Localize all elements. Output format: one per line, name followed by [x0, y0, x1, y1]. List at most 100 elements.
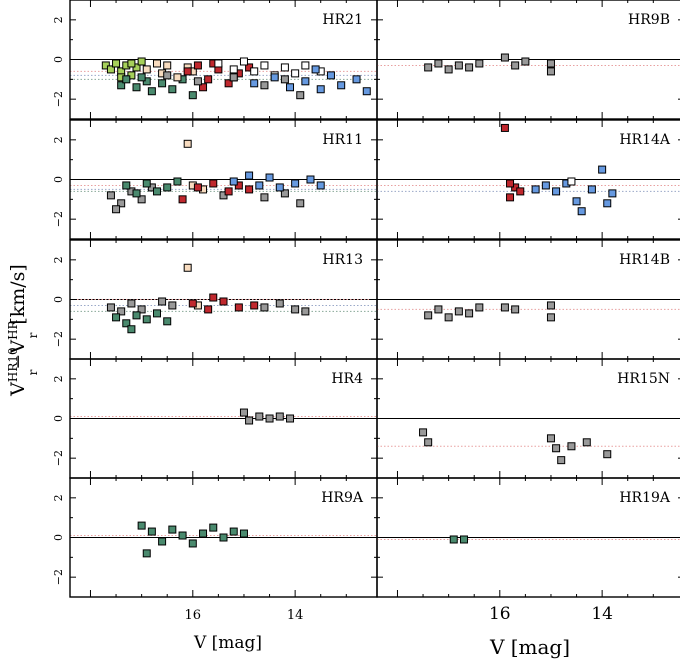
data-point	[434, 305, 443, 314]
y-axis-title-text: VHR10 r−VHR r[km/s]	[6, 264, 40, 397]
data-point	[106, 191, 115, 200]
panel-label: HR19A	[619, 490, 671, 506]
data-point	[122, 75, 131, 84]
y-tick-label: −2	[52, 91, 65, 107]
y-axis-title-part: r	[26, 332, 40, 338]
data-point	[316, 85, 325, 94]
y-tick-label: −2	[52, 211, 65, 227]
data-point	[142, 549, 151, 558]
panel-hr19a: HR19A 16 14	[376, 477, 680, 624]
data-point	[275, 183, 284, 192]
data-point	[260, 303, 269, 312]
y-axis-title-part: [km/s]	[7, 264, 29, 325]
data-point	[168, 301, 177, 310]
data-point	[301, 61, 310, 70]
data-point	[239, 57, 248, 66]
data-point	[122, 181, 131, 190]
data-point	[127, 59, 136, 68]
panel-label: HR14B	[619, 252, 670, 268]
data-point	[316, 181, 325, 190]
y-tick-label: 0	[52, 415, 65, 422]
data-point	[454, 307, 463, 316]
y-axis-title-part: V	[7, 382, 29, 397]
data-point	[280, 63, 289, 72]
data-point	[603, 450, 612, 459]
data-point	[245, 185, 254, 194]
y-tick-label: 0	[52, 176, 65, 183]
panel-hr4: HR4 2 0 −2	[52, 358, 378, 479]
data-point	[183, 67, 192, 76]
data-point	[163, 317, 172, 326]
data-point	[163, 183, 172, 192]
data-point	[311, 65, 320, 74]
data-point	[301, 77, 310, 86]
data-point	[598, 165, 607, 174]
data-point	[516, 187, 525, 196]
panel-label: HR15N	[617, 371, 670, 387]
data-point	[459, 535, 468, 544]
data-point	[286, 414, 295, 423]
data-point	[291, 69, 300, 78]
data-point	[209, 523, 218, 532]
data-point	[178, 531, 187, 540]
data-point	[117, 307, 126, 316]
data-point	[567, 442, 576, 451]
data-point	[204, 75, 213, 84]
data-point	[158, 297, 167, 306]
data-point	[106, 65, 115, 74]
data-point	[224, 187, 233, 196]
data-point	[531, 185, 540, 194]
data-point	[188, 299, 197, 308]
y-tick-label: 2	[52, 136, 65, 143]
data-point	[444, 313, 453, 322]
data-point	[152, 309, 161, 318]
data-point	[511, 305, 520, 314]
data-point	[265, 173, 274, 182]
data-point	[112, 59, 121, 68]
data-point	[552, 187, 561, 196]
data-point	[188, 539, 197, 548]
data-point	[127, 325, 136, 334]
data-point	[245, 171, 254, 180]
data-point	[152, 187, 161, 196]
data-point	[546, 301, 555, 310]
data-point	[147, 527, 156, 536]
y-tick-label: −2	[52, 569, 65, 585]
data-point	[296, 199, 305, 208]
data-point	[112, 205, 121, 214]
data-point	[137, 521, 146, 530]
data-point	[260, 193, 269, 202]
y-tick-label: 2	[52, 256, 65, 263]
data-point	[127, 299, 136, 308]
data-point	[280, 189, 289, 198]
data-point	[500, 53, 509, 62]
data-point	[587, 185, 596, 194]
data-point	[306, 175, 315, 184]
data-point	[142, 179, 151, 188]
panel-label: HR13	[322, 252, 363, 268]
data-point	[163, 61, 172, 70]
data-point	[500, 303, 509, 312]
data-point	[132, 189, 141, 198]
panel-label: HR9A	[321, 490, 364, 506]
y-tick-label: 2	[52, 16, 65, 23]
data-point	[291, 305, 300, 314]
data-point	[603, 199, 612, 208]
data-point	[142, 65, 151, 74]
data-point	[275, 412, 284, 421]
data-point	[209, 293, 218, 302]
data-point	[132, 83, 141, 92]
data-point	[229, 527, 238, 536]
x-tick-label: 16	[489, 604, 511, 624]
data-point	[219, 533, 228, 542]
data-point	[260, 61, 269, 70]
data-point	[147, 87, 156, 96]
x-tick-label: 14	[287, 608, 304, 623]
data-point	[506, 179, 515, 188]
data-point	[204, 305, 213, 314]
x-axis-title: V [mag]	[193, 633, 262, 653]
data-point	[142, 315, 151, 324]
panel-hr14a: HR14A	[376, 119, 680, 240]
data-point	[465, 63, 474, 72]
data-point	[245, 416, 254, 425]
